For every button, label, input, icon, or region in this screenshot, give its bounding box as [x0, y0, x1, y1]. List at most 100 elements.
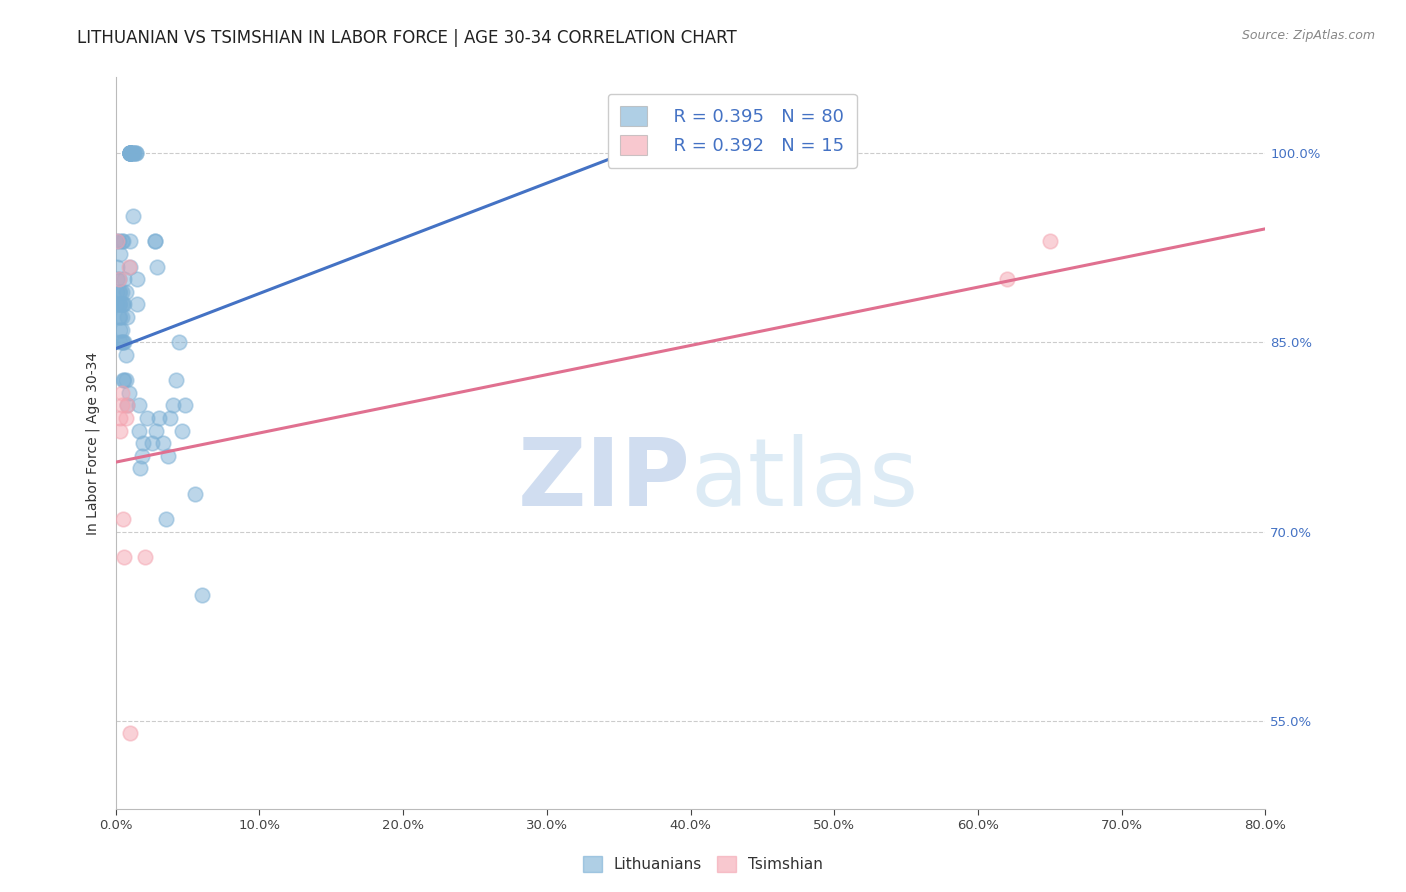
Point	[120, 235, 142, 249]
Point	[107, 235, 129, 249]
Y-axis label: In Labor Force | Age 30-34: In Labor Force | Age 30-34	[86, 351, 100, 535]
Point	[120, 146, 142, 161]
Point	[114, 285, 136, 299]
Point	[111, 373, 134, 387]
Point	[134, 549, 156, 564]
Point	[114, 411, 136, 425]
Point	[136, 411, 159, 425]
Point	[121, 146, 143, 161]
Text: atlas: atlas	[690, 434, 920, 525]
Point	[120, 146, 142, 161]
Point	[105, 235, 128, 249]
Point	[152, 436, 174, 450]
Point	[107, 272, 129, 286]
Point	[108, 323, 131, 337]
Point	[120, 146, 142, 161]
Point	[162, 398, 184, 412]
Point	[110, 235, 132, 249]
Point	[143, 235, 166, 249]
Point	[132, 436, 155, 450]
Point	[170, 424, 193, 438]
Point	[159, 411, 181, 425]
Point	[131, 449, 153, 463]
Point	[110, 297, 132, 311]
Point	[145, 424, 167, 438]
Point	[110, 323, 132, 337]
Point	[114, 348, 136, 362]
Point	[1039, 235, 1062, 249]
Point	[108, 424, 131, 438]
Point	[125, 146, 148, 161]
Legend: Lithuanians, Tsimshian: Lithuanians, Tsimshian	[575, 848, 831, 880]
Point	[120, 146, 142, 161]
Point	[128, 424, 150, 438]
Point	[129, 461, 152, 475]
Point	[107, 297, 129, 311]
Point	[173, 398, 195, 412]
Point	[120, 146, 142, 161]
Point	[108, 297, 131, 311]
Point	[111, 335, 134, 350]
Point	[120, 146, 142, 161]
Point	[108, 285, 131, 299]
Point	[121, 146, 143, 161]
Point	[120, 146, 142, 161]
Point	[112, 373, 135, 387]
Point	[124, 146, 146, 161]
Point	[143, 235, 166, 249]
Point	[105, 272, 128, 286]
Point	[112, 272, 135, 286]
Text: LITHUANIAN VS TSIMSHIAN IN LABOR FORCE | AGE 30-34 CORRELATION CHART: LITHUANIAN VS TSIMSHIAN IN LABOR FORCE |…	[77, 29, 737, 47]
Point	[114, 373, 136, 387]
Point	[124, 146, 146, 161]
Point	[108, 247, 131, 261]
Point	[105, 285, 128, 299]
Point	[118, 385, 141, 400]
Point	[105, 235, 128, 249]
Point	[117, 398, 139, 412]
Point	[110, 285, 132, 299]
Point	[122, 209, 145, 223]
Point	[110, 385, 132, 400]
Point	[167, 335, 190, 350]
Point	[120, 260, 142, 274]
Point	[184, 486, 207, 500]
Point	[107, 285, 129, 299]
Point	[127, 272, 149, 286]
Point	[191, 588, 214, 602]
Text: ZIP: ZIP	[517, 434, 690, 525]
Point	[110, 398, 132, 412]
Point	[111, 512, 134, 526]
Point	[107, 310, 129, 324]
Point	[118, 260, 141, 274]
Point	[112, 297, 135, 311]
Point	[112, 335, 135, 350]
Point	[117, 310, 139, 324]
Point	[995, 272, 1018, 286]
Point	[165, 373, 187, 387]
Point	[112, 549, 135, 564]
Point	[105, 260, 128, 274]
Point	[108, 335, 131, 350]
Point	[110, 310, 132, 324]
Point	[117, 398, 139, 412]
Point	[146, 260, 169, 274]
Point	[120, 146, 142, 161]
Point	[125, 146, 148, 161]
Point	[156, 449, 179, 463]
Text: Source: ZipAtlas.com: Source: ZipAtlas.com	[1241, 29, 1375, 43]
Legend:   R = 0.395   N = 80,   R = 0.392   N = 15: R = 0.395 N = 80, R = 0.392 N = 15	[607, 94, 856, 168]
Point	[120, 726, 142, 740]
Point	[108, 310, 131, 324]
Point	[107, 272, 129, 286]
Point	[148, 411, 170, 425]
Point	[105, 297, 128, 311]
Point	[155, 512, 177, 526]
Point	[141, 436, 163, 450]
Point	[110, 335, 132, 350]
Point	[111, 297, 134, 311]
Point	[127, 297, 149, 311]
Point	[120, 146, 142, 161]
Point	[111, 235, 134, 249]
Point	[128, 398, 150, 412]
